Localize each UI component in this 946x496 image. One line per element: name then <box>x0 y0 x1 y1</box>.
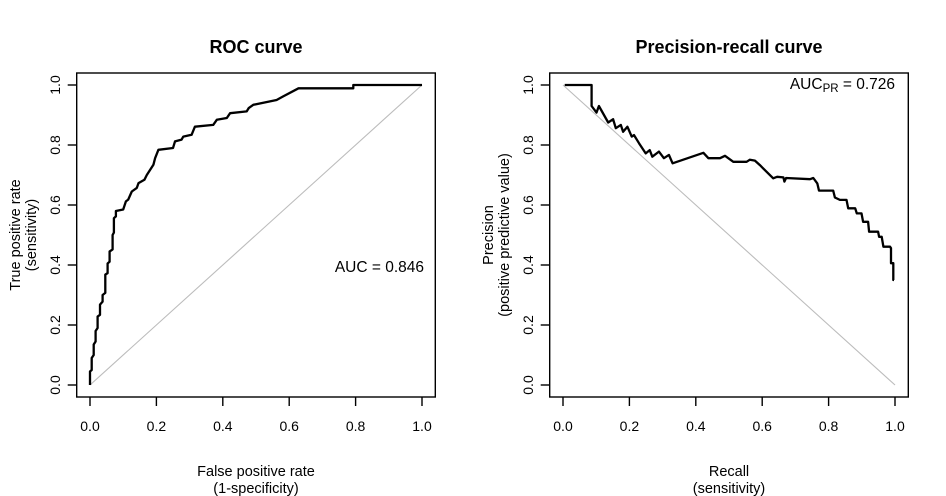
y-tick-label: 0.4 <box>47 255 63 275</box>
x-tick-label: 1.0 <box>885 418 905 434</box>
x-tick-label: 0.4 <box>213 418 233 434</box>
x-tick-label: 0.8 <box>346 418 366 434</box>
chance-diagonal <box>89 84 423 386</box>
x-tick-label: 0.6 <box>752 418 772 434</box>
roc-x-axis-label-line1: False positive rate <box>197 464 315 480</box>
y-tick-label: 0.6 <box>47 195 63 215</box>
pr-curve <box>564 83 895 282</box>
x-tick-label: 0.0 <box>80 418 100 434</box>
pr-auc-annotation-main: AUC <box>790 76 823 93</box>
pr-x-axis-label-line2: (sensitivity) <box>693 481 766 496</box>
y-tick-label: 0.2 <box>520 315 536 335</box>
roc-plot-area: 0.0 0.2 0.4 0.6 0.8 1.0 0.0 0.2 0.4 0.6 0.8 1.0 <box>47 72 437 434</box>
plot-box <box>75 72 437 398</box>
x-tick-label: 0.0 <box>553 418 573 434</box>
roc-auc-annotation: AUC = 0.846 <box>335 259 424 276</box>
x-tick-label: 0.2 <box>147 418 167 434</box>
y-tick-label: 0.0 <box>47 375 63 395</box>
roc-y-axis-label-line1: True positive rate <box>8 179 24 290</box>
pr-auc-annotation: AUCPR = 0.726 <box>790 76 895 95</box>
plot-box <box>548 72 910 398</box>
y-tick-label: 0.4 <box>520 255 536 275</box>
pr-auc-annotation-value: = 0.726 <box>839 76 895 93</box>
pr-auc-annotation-subscript: PR <box>823 83 839 95</box>
y-tick-label: 0.2 <box>47 315 63 335</box>
x-tick-label: 0.4 <box>686 418 706 434</box>
y-tick-label: 0.0 <box>520 375 536 395</box>
roc-x-axis-label-line2: (1-specificity) <box>213 481 298 496</box>
y-tick-label: 0.8 <box>47 135 63 155</box>
pr-plot-area: 0.0 0.2 0.4 0.6 0.8 1.0 0.0 0.2 0.4 0.6 0.8 1.0 <box>520 72 910 434</box>
y-tick-label: 0.6 <box>520 195 536 215</box>
baseline-diagonal <box>562 84 896 386</box>
roc-chart-panel: ROC curve 0.0 0.2 0.4 0.6 0.8 1.0 0.0 0.2 0.4 0.6… <box>8 37 437 496</box>
pr-x-axis-label-line1: Recall <box>709 464 749 480</box>
roc-chart-title: ROC curve <box>209 37 302 57</box>
roc-curve <box>88 83 422 385</box>
pr-chart-panel: Precision-recall curve 0.0 0.2 0.4 0.6 0.8 1.… <box>481 37 910 496</box>
pr-y-axis-label-line2: (positive predictive value) <box>497 153 513 317</box>
x-tick-label: 0.8 <box>819 418 839 434</box>
y-tick-label: 1.0 <box>47 75 63 95</box>
y-tick-label: 0.8 <box>520 135 536 155</box>
y-tick-label: 1.0 <box>520 75 536 95</box>
roc-y-axis-label-line2: (sensitivity) <box>24 199 40 272</box>
pr-chart-title: Precision-recall curve <box>635 37 822 57</box>
x-tick-label: 0.6 <box>279 418 299 434</box>
pr-y-axis-label-line1: Precision <box>481 205 497 265</box>
x-tick-label: 1.0 <box>412 418 432 434</box>
x-tick-label: 0.2 <box>620 418 640 434</box>
